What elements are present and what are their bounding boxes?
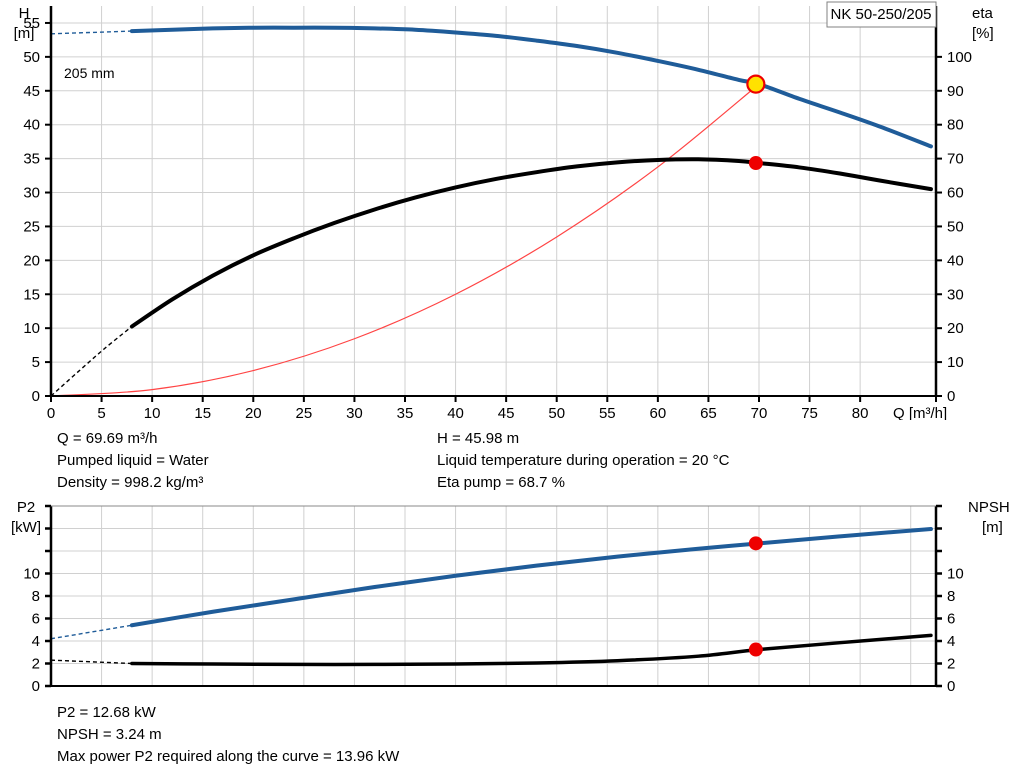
tick-label-q: 40 xyxy=(447,405,464,420)
axis-title-p2-unit: [kW] xyxy=(11,519,41,536)
tick-label-h: 40 xyxy=(23,117,40,134)
tick-label-npsh: 6 xyxy=(947,611,955,628)
tick-label-eta: 80 xyxy=(947,117,964,134)
axis-title-p2: P2 xyxy=(17,499,35,516)
tick-label-h: 5 xyxy=(32,354,40,371)
info-p2: P2 = 12.68 kW xyxy=(57,704,156,721)
eta-curve-dashed xyxy=(50,325,133,397)
tick-label-p2: 0 xyxy=(32,678,40,695)
tick-label-eta: 60 xyxy=(947,185,964,202)
axis-title-h: H xyxy=(19,5,30,22)
info-eta: Eta pump = 68.7 % xyxy=(437,474,565,491)
tick-label-q: 5 xyxy=(97,405,105,420)
tick-label-p2: 6 xyxy=(32,611,40,628)
tick-label-q: 70 xyxy=(751,405,768,420)
info-npsh: NPSH = 3.24 m xyxy=(57,726,162,743)
model-box xyxy=(826,1,937,28)
axis-title-eta-unit: [%] xyxy=(972,25,994,42)
tick-label-h: 25 xyxy=(23,218,40,235)
tick-label-q: 35 xyxy=(397,405,414,420)
tick-label-h: 55 xyxy=(23,15,40,32)
power-npsh-chart: 0 2 4 6 8 10 0 2 4 6 8 10 P2 [kW] NPSH [m] xyxy=(11,499,1010,695)
tick-label-q: 30 xyxy=(346,405,363,420)
power-curve xyxy=(129,526,933,628)
model-label: NK 50-250/205 xyxy=(831,6,932,23)
operating-point-top-info: Q = 69.69 m³/h Pumped liquid = Water Den… xyxy=(0,424,1024,496)
tick-label-q: 25 xyxy=(296,405,313,420)
tick-label-eta: 40 xyxy=(947,252,964,269)
axis-title-q: Q [m³/h] xyxy=(893,405,947,420)
tick-label-q: 50 xyxy=(548,405,565,420)
tick-label-h: 10 xyxy=(23,320,40,337)
tick-label-npsh: 0 xyxy=(947,678,955,695)
info-maxpower: Max power P2 required along the curve = … xyxy=(57,748,400,765)
tick-label-q: 20 xyxy=(245,405,262,420)
top-chart-group: 0510152025303540455055010203040506070809… xyxy=(14,1,994,420)
tick-label-eta: 90 xyxy=(947,83,964,100)
tick-label-eta: 10 xyxy=(947,354,964,371)
tick-label-h: 50 xyxy=(23,49,40,66)
info-density: Density = 998.2 kg/m³ xyxy=(57,474,204,491)
duty-point-npsh-marker xyxy=(748,642,763,657)
axis-title-h-unit: [m] xyxy=(14,25,35,42)
axis-title-eta: eta xyxy=(972,5,994,22)
tick-label-q: 10 xyxy=(144,405,161,420)
info-column-right: H = 45.98 m Liquid temperature during op… xyxy=(437,428,729,494)
tick-label-q: 15 xyxy=(194,405,211,420)
tick-label-eta: 100 xyxy=(947,49,972,66)
head-curve xyxy=(129,25,933,149)
tick-label-p2: 4 xyxy=(32,633,40,650)
tick-label-npsh: 10 xyxy=(947,566,964,583)
tick-label-eta: 20 xyxy=(947,320,964,337)
tick-label-h: 0 xyxy=(32,388,40,405)
tick-label-q: 0 xyxy=(47,405,55,420)
info-liquid: Pumped liquid = Water xyxy=(57,452,209,469)
operating-point-bottom-info: P2 = 12.68 kW NPSH = 3.24 m Max power P2… xyxy=(0,702,1024,774)
system-curve xyxy=(50,83,760,397)
info-column-left: Q = 69.69 m³/h Pumped liquid = Water Den… xyxy=(57,428,209,494)
npsh-curve xyxy=(130,633,933,667)
duty-point-head-marker xyxy=(746,74,766,94)
axis-title-npsh-unit: [m] xyxy=(982,519,1003,536)
tick-label-h: 20 xyxy=(23,252,40,269)
tick-label-eta: 0 xyxy=(947,388,955,405)
info-column-bottom: P2 = 12.68 kW NPSH = 3.24 m Max power P2… xyxy=(57,702,399,768)
tick-label-q: 45 xyxy=(498,405,515,420)
tick-label-eta: 70 xyxy=(947,151,964,168)
tick-label-p2: 10 xyxy=(23,566,40,583)
tick-label-p2: 2 xyxy=(32,656,40,673)
tick-label-eta: 30 xyxy=(947,286,964,303)
tick-label-h: 45 xyxy=(23,83,40,100)
plot-background xyxy=(51,6,936,396)
tick-label-npsh: 4 xyxy=(947,633,955,650)
tick-label-q: 55 xyxy=(599,405,616,420)
duty-point-p2-marker xyxy=(748,536,763,551)
tick-label-npsh: 8 xyxy=(947,588,955,605)
bottom-chart-group: 0 2 4 6 8 10 0 2 4 6 8 10 P2 [kW] NPSH [m] xyxy=(11,499,1010,695)
impeller-diameter-label: 205 mm xyxy=(64,65,115,81)
tick-label-h: 15 xyxy=(23,286,40,303)
tick-label-npsh: 2 xyxy=(947,656,955,673)
tick-label-p2: 8 xyxy=(32,588,40,605)
tick-label-q: 60 xyxy=(650,405,667,420)
head-eta-chart: 0510152025303540455055010203040506070809… xyxy=(14,1,994,420)
axis-title-npsh: NPSH xyxy=(968,499,1010,516)
tick-label-h: 30 xyxy=(23,185,40,202)
info-flow: Q = 69.69 m³/h xyxy=(57,430,158,447)
eta-curve xyxy=(129,157,933,329)
tick-label-eta: 50 xyxy=(947,218,964,235)
tick-label-h: 35 xyxy=(23,151,40,168)
tick-label-q: 75 xyxy=(801,405,818,420)
tick-label-q: 80 xyxy=(852,405,869,420)
info-temperature: Liquid temperature during operation = 20… xyxy=(437,452,730,469)
tick-label-q: 65 xyxy=(700,405,717,420)
duty-point-eta-marker xyxy=(748,156,763,171)
info-head: H = 45.98 m xyxy=(437,430,520,447)
